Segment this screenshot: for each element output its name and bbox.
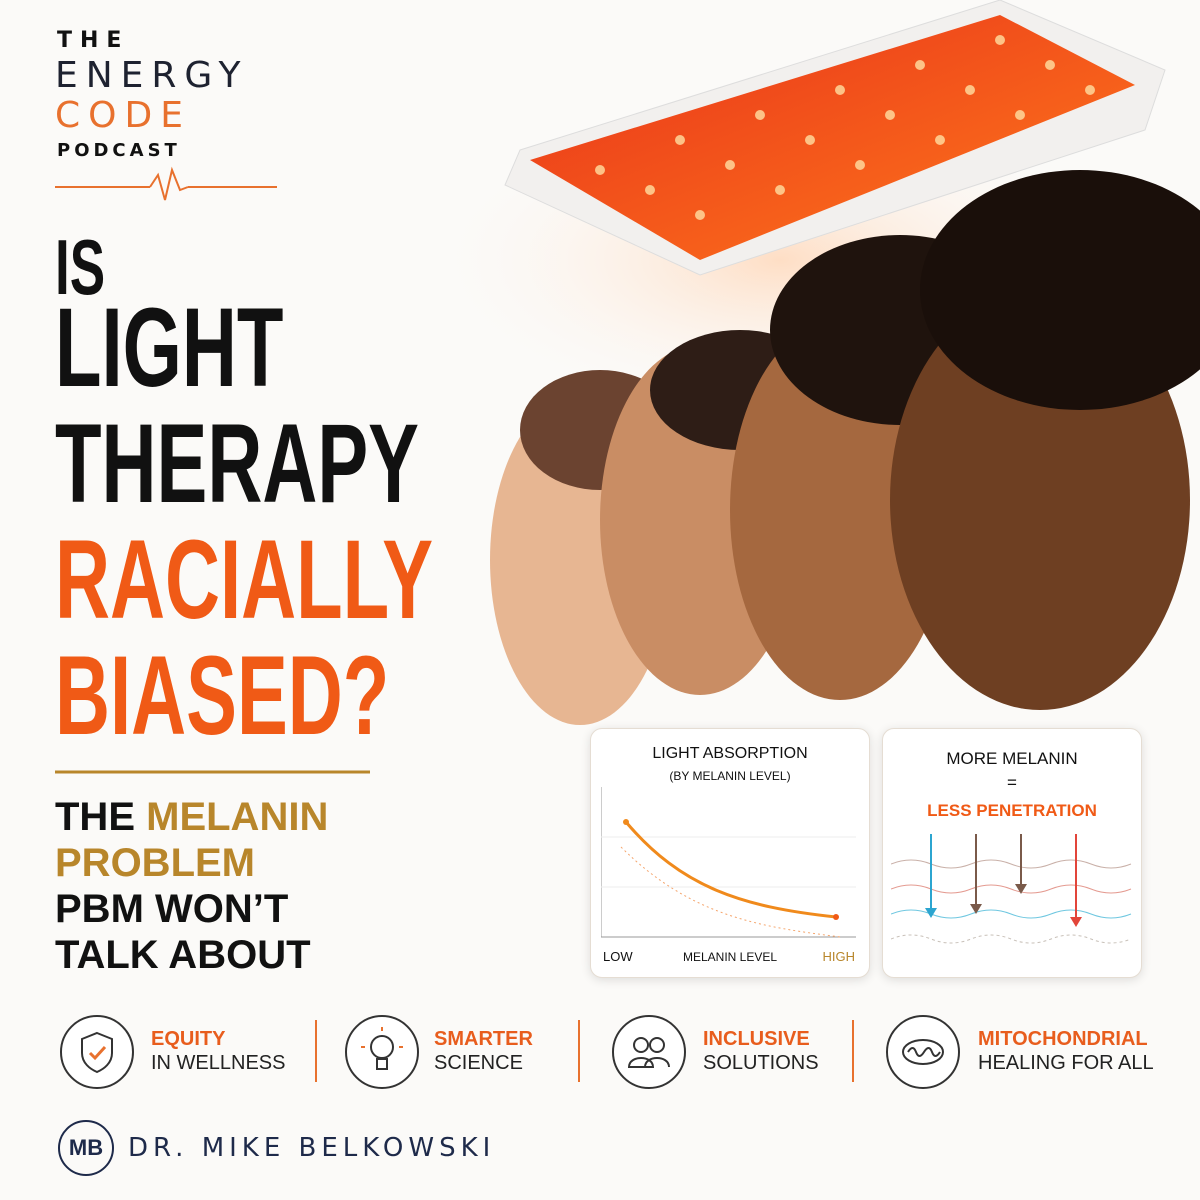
mitochondria-icon <box>886 1015 960 1089</box>
absorption-curve <box>601 787 856 938</box>
separator <box>315 1020 317 1082</box>
x-label: MELANIN LEVEL <box>682 950 778 964</box>
skin-diagram <box>891 834 1132 944</box>
feature-title: INCLUSIVE <box>703 1028 810 1050</box>
subheadline: THE MELANIN <box>55 795 328 839</box>
feature-title: SMARTER <box>434 1028 533 1050</box>
subheadline: TALK ABOUT <box>55 933 311 977</box>
separator <box>852 1020 854 1082</box>
logo-podcast: PODCAST <box>57 140 181 161</box>
headline-line: RACIALLY <box>55 517 434 642</box>
melanin-panel: MORE MELANIN = LESS PENETRATION <box>882 728 1142 978</box>
headline-line: BIASED? <box>55 633 390 758</box>
logo-code: CODE <box>55 95 191 136</box>
subheadline: PBM WON’T <box>55 887 289 931</box>
panel-title: LIGHT ABSORPTION <box>652 745 808 762</box>
panel-line: = <box>1007 773 1017 792</box>
footer-initials: MB <box>58 1120 114 1176</box>
panel-line: MORE MELANIN <box>946 749 1078 768</box>
feature-subtitle: SOLUTIONS <box>703 1052 819 1074</box>
headline-line: LIGHT <box>55 285 284 410</box>
feature-subtitle: HEALING FOR ALL <box>978 1052 1154 1074</box>
footer-name: DR. MIKE BELKOWSKI <box>128 1133 496 1163</box>
subheadline-word: THE <box>55 795 135 839</box>
subheadline: PROBLEM <box>55 841 255 885</box>
x-high: HIGH <box>822 949 856 964</box>
science-icon <box>345 1015 419 1089</box>
headline-line: IS <box>55 223 106 311</box>
inclusive-icon <box>612 1015 686 1089</box>
logo-energy: ENERGY <box>55 55 249 96</box>
headline-line: THERAPY <box>55 401 419 526</box>
panel-subtitle: (BY MELANIN LEVEL) <box>669 769 791 783</box>
panel-line: LESS PENETRATION <box>927 801 1097 820</box>
equity-icon <box>60 1015 134 1089</box>
separator <box>578 1020 580 1082</box>
subheadline-word: MELANIN <box>146 795 329 839</box>
absorption-panel: LIGHT ABSORPTION (BY MELANIN LEVEL) LOW … <box>590 728 870 978</box>
feature-subtitle: IN WELLNESS <box>151 1052 286 1074</box>
feature-title: EQUITY <box>151 1028 226 1050</box>
logo-the: THE <box>57 28 130 53</box>
feature-subtitle: SCIENCE <box>434 1052 523 1074</box>
x-low: LOW <box>603 949 633 964</box>
feature-title: MITOCHONDRIAL <box>978 1028 1148 1050</box>
